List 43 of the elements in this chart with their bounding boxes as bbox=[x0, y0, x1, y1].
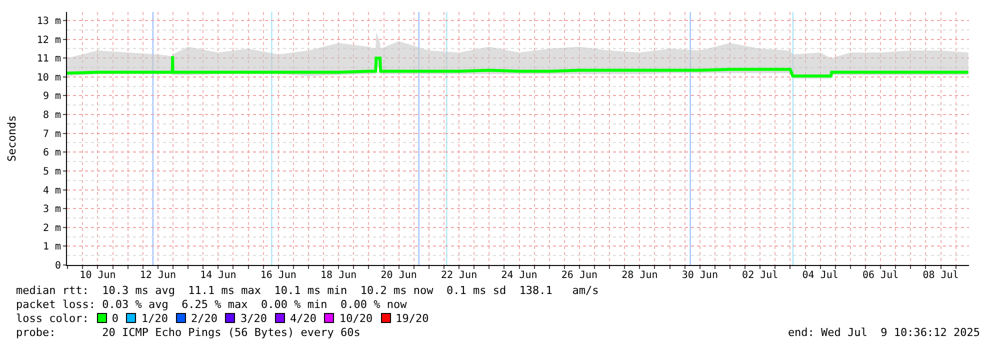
y-tick-label: 2 m bbox=[42, 222, 61, 234]
x-tick-label: 10 Jun bbox=[80, 270, 116, 281]
text: 2/20 bbox=[190, 312, 218, 325]
y-axis-title: Seconds bbox=[6, 115, 19, 162]
y-tick-label: 6 m bbox=[42, 148, 61, 159]
x-tick-label: 24 Jun bbox=[501, 270, 538, 281]
text: 4/20 bbox=[290, 312, 316, 325]
y-tick-label: 7 m bbox=[42, 128, 61, 140]
text: loss color: bbox=[16, 312, 89, 325]
text: 19/20 bbox=[396, 312, 429, 325]
x-tick-label: 16 Jun bbox=[260, 270, 296, 281]
line-series bbox=[67, 54, 969, 78]
x-tick-label: 12 Jun bbox=[140, 270, 176, 281]
x-tick-label: 28 Jun bbox=[622, 270, 658, 281]
x-tick-label: 02 Jul bbox=[742, 270, 778, 281]
y-tick-label: 9 m bbox=[42, 91, 61, 102]
y-tick-label: 13 m bbox=[36, 16, 61, 27]
text: 10/20 bbox=[339, 312, 373, 325]
text: 0 bbox=[112, 312, 118, 325]
y-tick-label: 1 m bbox=[42, 242, 61, 253]
x-tick-label: 08 Jul bbox=[922, 270, 959, 281]
text: median rtt: 10.3 ms avg 11.1 ms max 10.1 ms min 10.2 ms now 0.1 ms sd 138.1 am/s bbox=[16, 284, 600, 298]
x-tick-label: 18 Jun bbox=[320, 270, 357, 281]
text: probe: 20 ICMP Echo Pings (56 Bytes) every 60s bbox=[16, 326, 360, 339]
text: 1/20 bbox=[141, 312, 168, 325]
text: 3/20 bbox=[240, 312, 267, 325]
text: packet loss: 0.03 % avg 6.25 % max 0.00 % min 0.00 % now bbox=[16, 298, 408, 312]
x-tick-label: 22 Jun bbox=[440, 270, 478, 281]
x-tick-label: 14 Jun bbox=[200, 270, 236, 281]
x-tick-label: 04 Jul bbox=[802, 270, 838, 281]
y-tick-label: 0 bbox=[54, 260, 61, 272]
y-tick-label: 8 m bbox=[42, 110, 61, 122]
x-tick-label: 20 Jun bbox=[380, 270, 417, 281]
x-tick-label: 06 Jul bbox=[862, 270, 899, 281]
y-tick-label: 12 m bbox=[36, 34, 61, 46]
y-tick-label: 10 m bbox=[36, 72, 61, 84]
y-tick-label: 3 m bbox=[42, 204, 61, 216]
x-tick-label: 26 Jun bbox=[561, 270, 598, 281]
y-tick-label: 11 m bbox=[36, 54, 61, 65]
y-tick-label: 5 m bbox=[42, 166, 61, 178]
y-tick-label: 4 m bbox=[42, 185, 61, 196]
x-tick-label: 30 Jun bbox=[682, 270, 718, 281]
text: end: Wed Jul 9 10:36:12 2025 bbox=[788, 326, 980, 339]
